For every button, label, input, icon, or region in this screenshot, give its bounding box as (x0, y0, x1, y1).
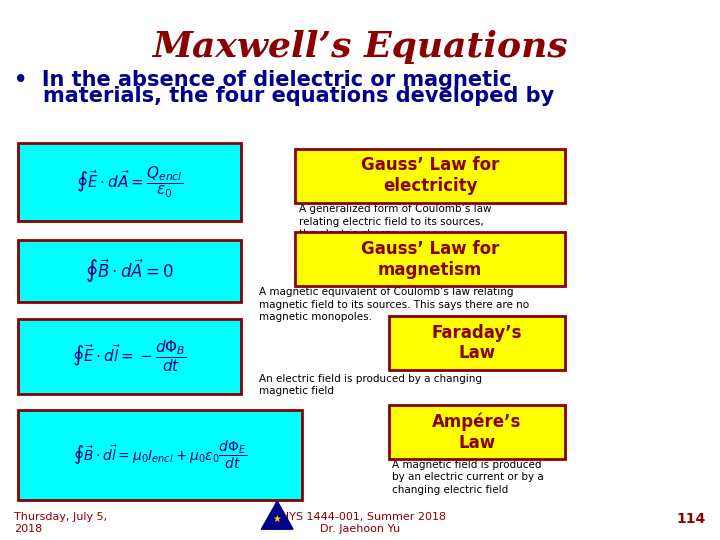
Text: Gauss’ Law for
magnetism: Gauss’ Law for magnetism (361, 240, 500, 279)
Text: Ampére’s
Law: Ampére’s Law (432, 413, 522, 451)
FancyBboxPatch shape (389, 316, 565, 370)
Text: Gauss’ Law for
electricity: Gauss’ Law for electricity (361, 156, 500, 195)
Text: $\oint\vec{B}\cdot d\vec{l}=\mu_0 I_{encl}+\mu_0\varepsilon_0\dfrac{d\Phi_E}{dt}: $\oint\vec{B}\cdot d\vec{l}=\mu_0 I_{enc… (73, 438, 247, 471)
Text: A magnetic equivalent of Coulomb’s law relating
magnetic field to its sources. T: A magnetic equivalent of Coulomb’s law r… (259, 287, 529, 322)
Text: Maxwell’s Equations: Maxwell’s Equations (152, 30, 568, 64)
Text: $\oint\vec{B}\cdot d\vec{A}=0$: $\oint\vec{B}\cdot d\vec{A}=0$ (85, 258, 174, 285)
Text: A generalized form of Coulomb’s law
relating electric field to its sources,
the : A generalized form of Coulomb’s law rela… (299, 204, 491, 239)
Text: ★: ★ (273, 515, 282, 524)
FancyBboxPatch shape (18, 410, 302, 500)
FancyBboxPatch shape (295, 232, 565, 286)
FancyBboxPatch shape (389, 405, 565, 459)
Text: An electric field is produced by a changing
magnetic field: An electric field is produced by a chang… (259, 374, 482, 396)
Text: Faraday’s
Law: Faraday’s Law (432, 323, 522, 362)
Text: $\oint\vec{E}\cdot d\vec{l}=-\dfrac{d\Phi_B}{dt}$: $\oint\vec{E}\cdot d\vec{l}=-\dfrac{d\Ph… (72, 339, 187, 374)
FancyBboxPatch shape (18, 240, 241, 302)
Text: $\oint\vec{E}\cdot d\vec{A}=\dfrac{Q_{encl}}{\varepsilon_0}$: $\oint\vec{E}\cdot d\vec{A}=\dfrac{Q_{en… (76, 165, 183, 200)
Text: materials, the four equations developed by: materials, the four equations developed … (14, 86, 554, 106)
Text: Thursday, July 5,
2018: Thursday, July 5, 2018 (14, 512, 107, 534)
FancyBboxPatch shape (18, 319, 241, 394)
Text: 114: 114 (676, 512, 706, 526)
Text: PHYS 1444-001, Summer 2018
Dr. Jaehoon Yu: PHYS 1444-001, Summer 2018 Dr. Jaehoon Y… (274, 512, 446, 534)
FancyBboxPatch shape (295, 148, 565, 202)
Text: A magnetic field is produced
by an electric current or by a
changing electric fi: A magnetic field is produced by an elect… (392, 460, 544, 495)
Polygon shape (261, 501, 293, 529)
Text: •  In the absence of dielectric or magnetic: • In the absence of dielectric or magnet… (14, 70, 512, 90)
FancyBboxPatch shape (18, 143, 241, 221)
